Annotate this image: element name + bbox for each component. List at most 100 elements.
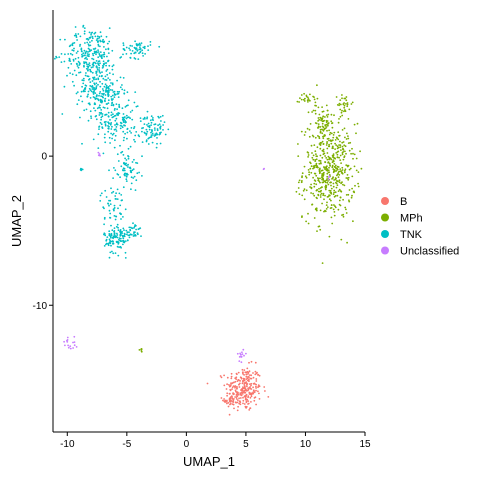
data-point xyxy=(112,237,114,240)
data-point xyxy=(246,389,249,392)
data-point xyxy=(312,154,315,157)
data-point xyxy=(206,382,209,385)
data-point xyxy=(328,176,330,179)
data-point xyxy=(139,46,141,49)
data-point xyxy=(303,198,306,201)
data-point xyxy=(95,118,98,121)
data-point xyxy=(327,113,330,116)
data-point xyxy=(310,183,312,186)
data-point xyxy=(226,394,229,397)
data-point xyxy=(335,152,338,154)
data-point xyxy=(130,170,133,173)
data-point xyxy=(123,229,125,232)
data-point xyxy=(92,62,95,65)
data-point xyxy=(75,346,78,348)
data-point xyxy=(348,189,351,191)
data-point xyxy=(113,146,116,149)
data-point xyxy=(309,123,312,125)
data-point xyxy=(337,131,340,134)
data-point xyxy=(250,401,252,403)
data-point xyxy=(334,142,336,145)
data-point xyxy=(328,166,330,169)
data-point xyxy=(247,375,250,378)
data-point xyxy=(316,84,318,87)
data-point xyxy=(114,124,116,126)
data-point xyxy=(154,134,157,137)
data-point xyxy=(104,124,107,127)
data-point xyxy=(360,167,363,170)
data-point xyxy=(236,391,239,393)
data-point xyxy=(117,229,120,232)
data-point xyxy=(323,128,326,131)
data-point xyxy=(339,108,342,111)
data-point xyxy=(132,222,134,225)
legend-label-b: B xyxy=(400,196,407,208)
data-point xyxy=(126,131,129,134)
data-point xyxy=(87,102,90,105)
data-point xyxy=(85,38,88,40)
data-point xyxy=(129,117,132,120)
data-point xyxy=(80,90,83,93)
data-point xyxy=(334,148,336,151)
data-point xyxy=(139,117,142,119)
data-point xyxy=(339,168,342,171)
data-point xyxy=(326,142,328,145)
data-point xyxy=(326,158,329,161)
data-point xyxy=(116,245,119,248)
data-point xyxy=(126,239,129,242)
data-point xyxy=(109,212,112,215)
data-point xyxy=(227,405,230,408)
data-point xyxy=(126,231,129,234)
data-point xyxy=(110,98,113,100)
data-point xyxy=(125,46,128,49)
data-point xyxy=(332,171,335,174)
data-point xyxy=(317,117,320,119)
data-point xyxy=(246,377,249,380)
data-point xyxy=(339,103,342,106)
data-point xyxy=(128,47,131,50)
data-point xyxy=(310,171,313,174)
data-point xyxy=(342,215,345,218)
data-point xyxy=(112,190,115,193)
data-point xyxy=(122,169,125,172)
data-point xyxy=(144,53,147,55)
data-point xyxy=(326,147,329,150)
data-point xyxy=(95,71,98,74)
y-axis-title: UMAP_2 xyxy=(9,195,24,247)
data-point xyxy=(70,63,73,65)
data-point xyxy=(252,382,255,385)
data-point xyxy=(130,132,133,134)
data-point xyxy=(226,383,229,386)
data-point xyxy=(332,193,335,196)
data-point xyxy=(340,111,343,114)
data-point xyxy=(97,63,100,66)
data-point xyxy=(133,52,136,55)
data-point xyxy=(125,53,128,55)
legend-label-unclassified: Unclassified xyxy=(400,246,459,258)
data-point xyxy=(345,103,347,105)
data-point xyxy=(343,171,346,174)
data-point xyxy=(227,402,230,404)
data-point xyxy=(102,64,104,67)
data-point xyxy=(162,124,165,126)
data-point xyxy=(98,53,101,55)
data-point xyxy=(318,162,321,165)
data-point xyxy=(258,392,260,395)
data-point xyxy=(110,232,113,235)
data-point xyxy=(141,141,144,144)
data-point xyxy=(342,183,344,186)
data-point xyxy=(132,168,135,171)
data-point xyxy=(331,164,334,167)
data-point xyxy=(353,153,356,156)
data-point xyxy=(257,374,259,376)
data-point xyxy=(83,61,85,63)
data-point xyxy=(315,122,318,125)
data-point xyxy=(303,165,306,168)
data-point xyxy=(99,80,101,83)
data-point xyxy=(99,121,102,124)
data-point xyxy=(346,165,349,168)
data-point xyxy=(319,181,321,184)
data-point xyxy=(325,204,328,207)
data-point xyxy=(108,204,110,207)
data-point xyxy=(111,94,114,97)
